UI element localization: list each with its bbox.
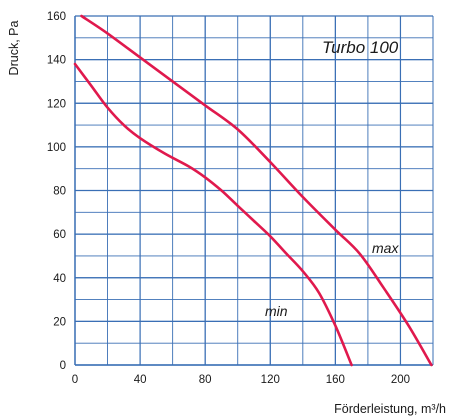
x-tick-labels: 0 40 80 120 160 200 bbox=[72, 374, 410, 386]
y-tick-label: 40 bbox=[53, 273, 66, 285]
chart-title: Turbo 100 bbox=[322, 38, 399, 57]
y-tick-label: 120 bbox=[47, 98, 66, 110]
y-tick-label: 160 bbox=[47, 11, 66, 23]
series-line-max bbox=[80, 14, 433, 367]
series-label-min: min bbox=[265, 303, 288, 319]
y-tick-label: 20 bbox=[53, 316, 66, 328]
curve-labels: max min bbox=[265, 240, 399, 319]
series-line-min bbox=[73, 62, 353, 367]
y-axis-label: Druck, Pa bbox=[7, 21, 21, 76]
x-tick-label: 120 bbox=[261, 374, 280, 386]
y-tick-label: 80 bbox=[53, 186, 66, 198]
major-grid bbox=[74, 15, 434, 366]
y-tick-label: 60 bbox=[53, 229, 66, 241]
x-tick-label: 160 bbox=[326, 374, 345, 386]
x-tick-label: 200 bbox=[391, 374, 410, 386]
curves bbox=[73, 14, 433, 367]
series-label-max: max bbox=[372, 240, 399, 256]
x-tick-label: 80 bbox=[199, 374, 212, 386]
y-tick-label: 0 bbox=[60, 360, 66, 372]
x-axis-label: Förderleistung, m³/h bbox=[334, 402, 446, 416]
y-tick-labels: 0 20 40 60 80 100 120 140 160 bbox=[47, 11, 66, 372]
y-tick-label: 100 bbox=[47, 142, 66, 154]
y-tick-label: 140 bbox=[47, 55, 66, 67]
x-tick-label: 40 bbox=[134, 374, 147, 386]
x-tick-label: 0 bbox=[72, 374, 78, 386]
